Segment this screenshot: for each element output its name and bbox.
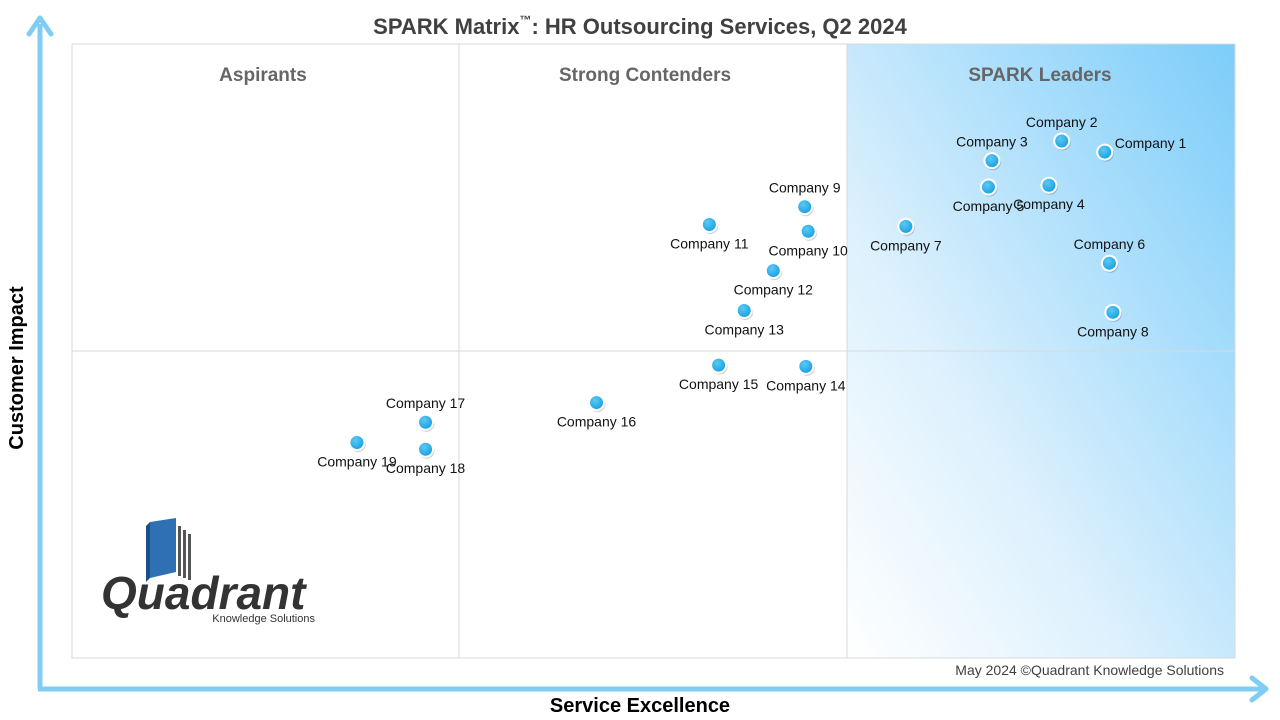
logo-tagline: Knowledge Solutions xyxy=(212,613,315,625)
data-point-label: Company 2 xyxy=(1026,114,1098,130)
x-axis-label: Service Excellence xyxy=(549,695,731,717)
x-axis-arrowhead xyxy=(1249,675,1269,703)
data-point-label: Company 3 xyxy=(956,134,1028,150)
quadrant-logo: Quadrant Knowledge Solutions xyxy=(101,518,315,625)
data-point: Company 16 xyxy=(557,394,637,430)
data-point: Company 15 xyxy=(679,356,759,392)
trademark-mark: ™ xyxy=(519,12,532,27)
copyright-note: May 2024 ©Quadrant Knowledge Solutions xyxy=(955,662,1224,678)
data-point: Company 11 xyxy=(670,216,749,252)
data-point-marker xyxy=(1053,132,1071,150)
chart-title-rest: : HR Outsourcing Services, Q2 2024 xyxy=(531,14,907,39)
data-point-marker xyxy=(710,356,728,374)
data-point-label: Company 4 xyxy=(1013,196,1085,212)
data-point-marker xyxy=(796,198,814,216)
data-point-marker xyxy=(1100,254,1118,272)
data-point-marker xyxy=(735,301,753,319)
data-point-marker xyxy=(979,178,997,196)
data-point-label: Company 10 xyxy=(768,242,848,258)
data-point-marker xyxy=(588,394,606,412)
book-icon xyxy=(146,518,191,582)
data-point-marker xyxy=(1040,176,1058,194)
data-point-marker xyxy=(764,262,782,280)
data-point-label: Company 17 xyxy=(386,395,466,411)
data-point: Company 5 xyxy=(953,178,1025,214)
data-point: Company 9 xyxy=(769,180,841,217)
chart-title-main: SPARK Matrix xyxy=(373,14,520,39)
y-axis-label: Customer Impact xyxy=(6,286,28,450)
data-point-label: Company 6 xyxy=(1074,236,1146,252)
data-point-label: Company 9 xyxy=(769,180,841,196)
data-point: Company 12 xyxy=(734,262,814,298)
data-point-marker xyxy=(983,152,1001,170)
y-axis-arrowhead xyxy=(26,15,54,37)
data-point: Company 19 xyxy=(317,433,397,469)
chart-title: SPARK Matrix™: HR Outsourcing Services, … xyxy=(0,12,1280,40)
data-point-marker xyxy=(700,216,718,234)
data-point-label: Company 15 xyxy=(679,376,759,392)
data-point-marker xyxy=(799,222,817,240)
data-point: Company 3 xyxy=(956,134,1028,171)
data-point: Company 13 xyxy=(705,301,785,337)
data-point: Company 2 xyxy=(1026,114,1098,151)
data-point: Company 14 xyxy=(766,357,846,393)
data-point-marker xyxy=(417,413,435,431)
data-point-label: Company 11 xyxy=(670,236,749,252)
data-point-marker xyxy=(417,440,435,458)
logo-wordmark: Quadrant xyxy=(101,567,307,619)
data-point: Company 17 xyxy=(386,395,466,432)
data-point: Company 1 xyxy=(1096,135,1187,162)
data-point-label: Company 8 xyxy=(1077,323,1149,339)
data-point: Company 10 xyxy=(768,222,848,258)
quadrant-title-aspirants: Aspirants xyxy=(219,65,307,86)
data-point-label: Company 13 xyxy=(705,321,785,337)
data-point-marker xyxy=(348,433,366,451)
data-point-marker xyxy=(797,357,815,375)
data-point-marker xyxy=(1104,303,1122,321)
data-point: Company 18 xyxy=(386,440,466,476)
quadrant-title-strong-contenders: Strong Contenders xyxy=(559,65,731,86)
data-point-label: Company 18 xyxy=(386,460,466,476)
data-point: Company 7 xyxy=(870,217,942,253)
data-point-marker xyxy=(1096,143,1114,161)
data-point-label: Company 5 xyxy=(953,198,1025,214)
quadrant-title-spark-leaders: SPARK Leaders xyxy=(968,65,1111,86)
data-point: Company 8 xyxy=(1077,303,1149,339)
data-point-label: Company 12 xyxy=(734,282,814,298)
data-point-label: Company 14 xyxy=(766,377,846,393)
data-point: Company 6 xyxy=(1074,236,1146,273)
data-point-label: Company 1 xyxy=(1115,135,1187,151)
data-point: Company 4 xyxy=(1013,176,1085,212)
data-point-marker xyxy=(897,217,915,235)
data-point-label: Company 19 xyxy=(317,453,397,469)
data-point-label: Company 7 xyxy=(870,237,942,253)
data-point-label: Company 16 xyxy=(557,414,637,430)
